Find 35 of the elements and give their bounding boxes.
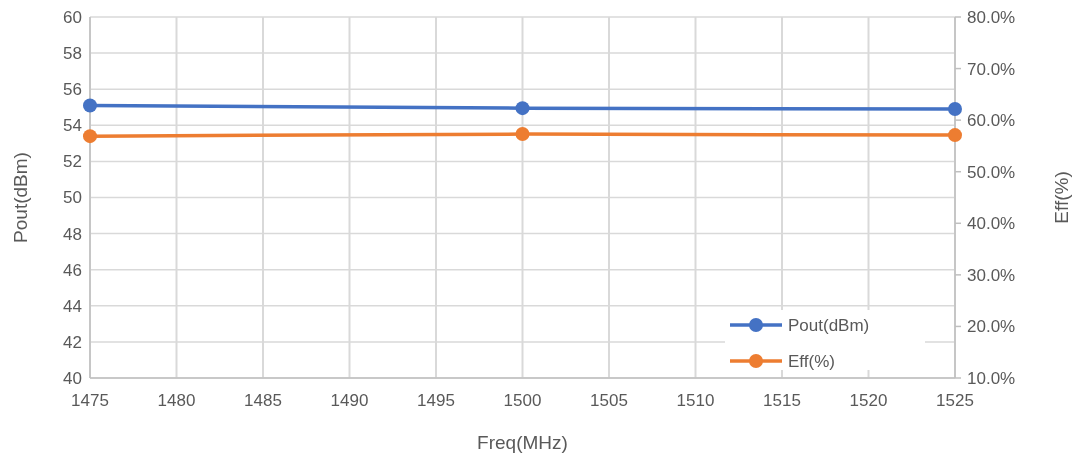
x-tick-label: 1510	[676, 391, 715, 410]
y-tick-label: 60	[63, 7, 82, 27]
y-tick-label: 46	[63, 260, 82, 280]
y-axis-title: Pout(dBm)	[10, 152, 31, 243]
x-tick-label: 1520	[849, 391, 888, 410]
y-tick-label: 56	[63, 80, 82, 100]
x-tick-label: 1505	[590, 391, 628, 410]
x-tick-label: 1500	[503, 391, 542, 410]
y2-tick-label: 50.0%	[967, 162, 1016, 182]
x-tick-label: 1515	[763, 391, 801, 410]
y-tick-label: 44	[63, 296, 82, 316]
y2-tick-label: 30.0%	[967, 265, 1016, 285]
legend-label: Eff(%)	[788, 351, 835, 371]
y-tick-label: 54	[63, 116, 82, 136]
y2-tick-label: 70.0%	[967, 59, 1016, 79]
y2-tick-label: 20.0%	[967, 317, 1016, 337]
x-tick-label: 1475	[71, 391, 109, 410]
y-tick-label: 52	[63, 152, 82, 172]
y-tick-label: 50	[63, 188, 82, 208]
x-axis-title: Freq(MHz)	[477, 432, 568, 453]
legend-label: Pout(dBm)	[788, 315, 870, 335]
x-tick-label: 1525	[936, 391, 974, 410]
y2-tick-label: 10.0%	[967, 368, 1016, 388]
y2-axis-title: Eff(%)	[1051, 171, 1072, 224]
y2-tick-label: 60.0%	[967, 111, 1016, 131]
y-tick-label: 58	[63, 44, 82, 64]
y-tick-label: 42	[63, 332, 82, 352]
y2-tick-label: 80.0%	[967, 7, 1016, 27]
x-tick-label: 1485	[244, 391, 282, 410]
x-tick-label: 1495	[417, 391, 455, 410]
x-tick-label: 1480	[157, 391, 196, 410]
y-tick-label: 40	[63, 368, 82, 388]
y-tick-label: 48	[63, 224, 82, 244]
y2-tick-label: 40.0%	[967, 214, 1016, 234]
x-tick-label: 1490	[330, 391, 369, 410]
